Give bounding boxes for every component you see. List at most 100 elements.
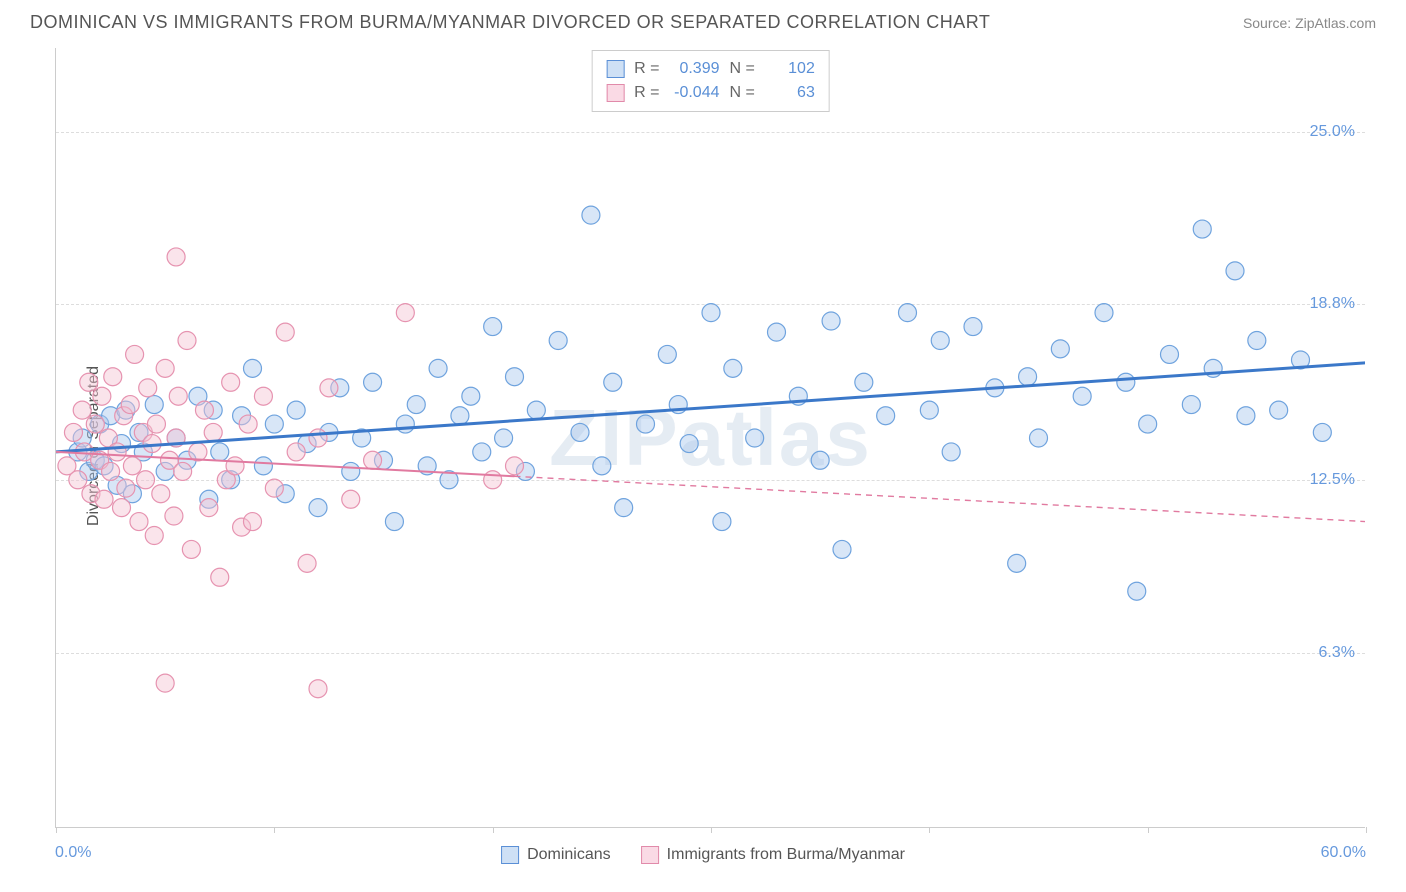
data-point (746, 429, 764, 447)
data-point (244, 359, 262, 377)
data-point (527, 401, 545, 419)
data-point (254, 457, 272, 475)
data-point (156, 674, 174, 692)
data-point (495, 429, 513, 447)
data-point (1051, 340, 1069, 358)
data-point (385, 513, 403, 531)
data-point (1073, 387, 1091, 405)
data-point (920, 401, 938, 419)
chart-area: ZIPatlas R = 0.399 N = 102 R = -0.044 N … (55, 48, 1365, 828)
data-point (822, 312, 840, 330)
header: DOMINICAN VS IMMIGRANTS FROM BURMA/MYANM… (0, 0, 1406, 41)
swatch-blue-icon (501, 846, 519, 864)
data-point (69, 471, 87, 489)
data-point (73, 401, 91, 419)
data-point (942, 443, 960, 461)
data-point (93, 387, 111, 405)
data-point (342, 462, 360, 480)
data-point (126, 345, 144, 363)
legend-item-2: Immigrants from Burma/Myanmar (641, 846, 905, 864)
data-point (473, 443, 491, 461)
data-point (506, 457, 524, 475)
data-point (571, 423, 589, 441)
data-point (702, 304, 720, 322)
data-point (211, 443, 229, 461)
data-point (724, 359, 742, 377)
data-point (182, 540, 200, 558)
data-point (200, 499, 218, 517)
x-axis-start: 0.0% (55, 844, 91, 862)
legend-label-1: Dominicans (527, 846, 611, 864)
x-tick (929, 827, 930, 833)
data-point (1226, 262, 1244, 280)
data-point (1193, 220, 1211, 238)
legend-item-1: Dominicans (501, 846, 611, 864)
n-value-1: 102 (765, 57, 815, 81)
data-point (658, 345, 676, 363)
data-point (342, 490, 360, 508)
data-point (287, 443, 305, 461)
r-value-1: 0.399 (670, 57, 720, 81)
data-point (1117, 373, 1135, 391)
data-point (147, 415, 165, 433)
data-point (309, 680, 327, 698)
data-point (1030, 429, 1048, 447)
data-point (204, 423, 222, 441)
stats-row-1: R = 0.399 N = 102 (606, 57, 815, 81)
data-point (265, 479, 283, 497)
n-value-2: 63 (765, 81, 815, 105)
data-point (396, 304, 414, 322)
data-point (137, 471, 155, 489)
data-point (108, 443, 126, 461)
data-point (1248, 332, 1266, 350)
x-tick (711, 827, 712, 833)
data-point (713, 513, 731, 531)
x-tick (1148, 827, 1149, 833)
data-point (178, 332, 196, 350)
data-point (113, 499, 131, 517)
swatch-blue-icon (606, 60, 624, 78)
data-point (451, 407, 469, 425)
data-point (287, 401, 305, 419)
scatter-plot (56, 48, 1365, 827)
n-label: N = (730, 81, 755, 105)
data-point (265, 415, 283, 433)
data-point (226, 457, 244, 475)
data-point (211, 568, 229, 586)
data-point (222, 373, 240, 391)
x-tick (274, 827, 275, 833)
data-point (121, 396, 139, 414)
swatch-pink-icon (641, 846, 659, 864)
data-point (1019, 368, 1037, 386)
data-point (877, 407, 895, 425)
data-point (1313, 423, 1331, 441)
data-point (899, 304, 917, 322)
data-point (855, 373, 873, 391)
data-point (95, 490, 113, 508)
data-point (167, 248, 185, 266)
data-point (130, 513, 148, 531)
data-point (80, 373, 98, 391)
data-point (768, 323, 786, 341)
data-point (506, 368, 524, 386)
data-point (604, 373, 622, 391)
data-point (102, 462, 120, 480)
data-point (104, 368, 122, 386)
stats-row-2: R = -0.044 N = 63 (606, 81, 815, 105)
data-point (174, 462, 192, 480)
data-point (1008, 554, 1026, 572)
r-label: R = (634, 81, 659, 105)
data-point (169, 387, 187, 405)
data-point (396, 415, 414, 433)
data-point (195, 401, 213, 419)
data-point (582, 206, 600, 224)
data-point (484, 471, 502, 489)
series-legend: Dominicans Immigrants from Burma/Myanmar (501, 846, 905, 864)
data-point (364, 373, 382, 391)
data-point (680, 435, 698, 453)
x-tick (56, 827, 57, 833)
data-point (833, 540, 851, 558)
data-point (139, 379, 157, 397)
data-point (320, 379, 338, 397)
x-tick (1366, 827, 1367, 833)
